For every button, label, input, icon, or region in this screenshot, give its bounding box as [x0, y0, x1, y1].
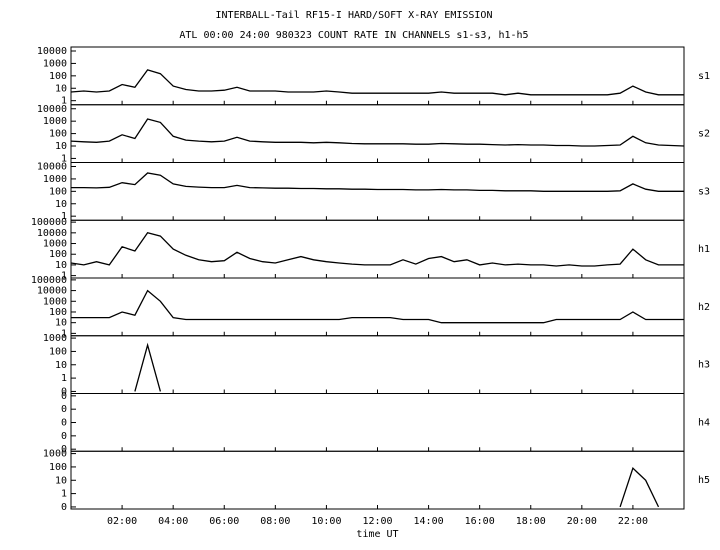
x-tick-label: 18:00 [516, 516, 546, 527]
y-tick-label: 1000 [43, 296, 67, 307]
y-tick-label: 1 [61, 211, 67, 222]
data-line [71, 289, 684, 324]
y-tick-label: 10000 [37, 286, 67, 297]
y-tick-label: 10000 [37, 162, 67, 173]
y-tick-label: 1 [61, 328, 67, 339]
y-tick-label: 10000 [37, 104, 67, 115]
y-tick-label: 10 [55, 199, 67, 210]
x-tick-label: 16:00 [465, 516, 495, 527]
x-tick-label: 22:00 [618, 516, 648, 527]
y-tick-label: 1000 [43, 58, 67, 69]
y-tick-label: 0 [61, 404, 67, 415]
data-line [70, 69, 684, 96]
data-line [134, 342, 162, 392]
panel-label: s3 [698, 186, 710, 197]
y-tick-label: 100 [49, 462, 67, 473]
y-tick-label: 10 [55, 141, 67, 152]
x-tick-label: 12:00 [362, 516, 392, 527]
y-tick-label: 1000 [43, 116, 67, 127]
y-tick-label: 100 [49, 249, 67, 260]
y-tick-label: 100 [49, 186, 67, 197]
y-tick-label: 0 [61, 391, 67, 402]
y-tick-label: 1 [61, 271, 67, 282]
x-tick-label: 06:00 [209, 516, 239, 527]
chart-title: INTERBALL-Tail RF15-I HARD/SOFT X-RAY EM… [216, 10, 493, 21]
x-tick-label: 02:00 [107, 516, 137, 527]
y-tick-label: 1000 [43, 174, 67, 185]
y-tick-label: 0 [61, 502, 67, 513]
data-line [71, 172, 684, 192]
y-tick-label: 100 [49, 307, 67, 318]
y-tick-label: 100 [49, 346, 67, 357]
y-tick-label: 0 [61, 386, 67, 397]
y-tick-label: 0 [61, 418, 67, 429]
panel-label: h1 [698, 244, 710, 255]
panel-label: h5 [698, 475, 710, 486]
y-tick-label: 10 [55, 318, 67, 329]
y-tick-label: 100 [49, 71, 67, 82]
y-tick-label: 1 [61, 153, 67, 164]
x-tick-label: 10:00 [311, 516, 341, 527]
x-axis-label: time UT [356, 529, 398, 540]
x-tick-label: 14:00 [414, 516, 444, 527]
y-tick-label: 10000 [37, 46, 67, 57]
panel-label: h2 [698, 302, 710, 313]
y-tick-label: 100 [49, 129, 67, 140]
x-tick-label: 04:00 [158, 516, 188, 527]
y-tick-label: 1 [61, 373, 67, 384]
panel-label: s1 [698, 71, 710, 82]
y-tick-label: 10 [55, 360, 67, 371]
x-tick-label: 08:00 [260, 516, 290, 527]
panel-label: h3 [698, 360, 710, 371]
y-tick-label: 100000 [31, 217, 67, 228]
y-tick-label: 0 [61, 431, 67, 442]
data-line [70, 232, 684, 267]
y-tick-label: 1 [61, 96, 67, 107]
y-tick-label: 10 [55, 260, 67, 271]
panel-label: s2 [698, 129, 710, 140]
y-tick-label: 1000 [43, 449, 67, 460]
y-tick-label: 1000 [43, 333, 67, 344]
panel-label: h4 [698, 417, 710, 428]
y-tick-label: 100000 [31, 275, 67, 286]
y-tick-label: 10 [55, 83, 67, 94]
y-tick-label: 10000 [37, 228, 67, 239]
y-tick-label: 1000 [43, 239, 67, 250]
chart-subtitle: ATL 00:00 24:00 980323 COUNT RATE IN CHA… [179, 30, 528, 41]
y-tick-label: 0 [61, 444, 67, 455]
y-tick-label: 10 [55, 475, 67, 486]
x-tick-label: 20:00 [567, 516, 597, 527]
data-line [70, 118, 685, 147]
data-line [619, 467, 660, 508]
y-tick-label: 1 [61, 489, 67, 500]
